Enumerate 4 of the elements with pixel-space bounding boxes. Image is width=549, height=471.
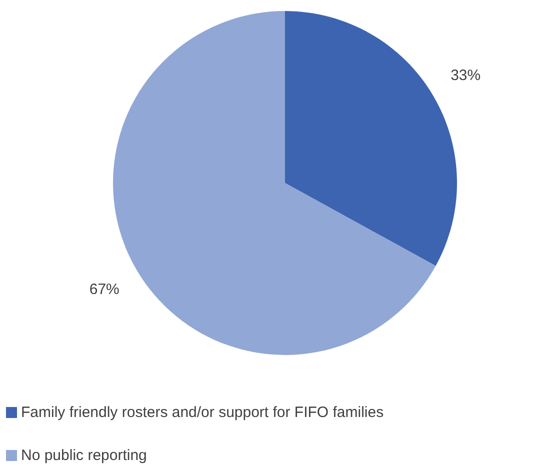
legend-label: No public reporting xyxy=(21,447,147,464)
data-label: 67% xyxy=(89,280,120,298)
data-label: 33% xyxy=(450,67,481,84)
legend-label: Family friendly rosters and/or support for FIFO families xyxy=(21,404,384,421)
